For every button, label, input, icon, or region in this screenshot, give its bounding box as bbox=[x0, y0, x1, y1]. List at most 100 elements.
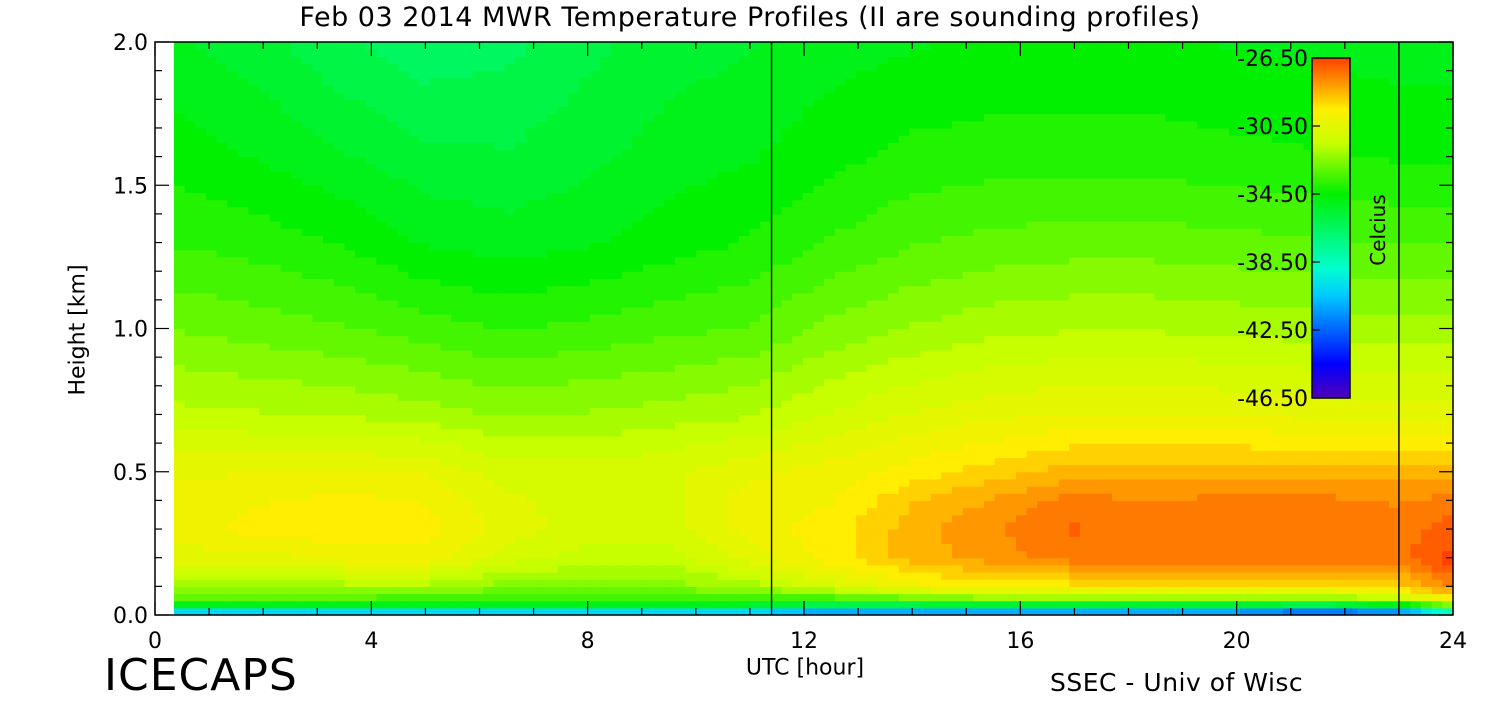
heatmap-cell bbox=[344, 242, 356, 251]
heatmap-cell bbox=[664, 156, 676, 165]
heatmap-cell bbox=[578, 593, 591, 602]
heatmap-cell bbox=[621, 328, 633, 337]
heatmap-cell bbox=[195, 407, 207, 416]
heatmap-cell bbox=[792, 450, 804, 459]
heatmap-cell bbox=[749, 564, 761, 573]
heatmap-cell bbox=[664, 271, 676, 279]
heatmap-cell bbox=[323, 49, 335, 57]
heatmap-cell bbox=[589, 77, 601, 86]
heatmap-cell bbox=[195, 392, 207, 401]
heatmap-cell bbox=[600, 435, 612, 444]
heatmap-cell bbox=[184, 464, 196, 473]
heatmap-cell bbox=[355, 500, 367, 509]
heatmap-cell bbox=[195, 49, 207, 57]
heatmap-cell bbox=[227, 407, 239, 416]
heatmap-cell bbox=[269, 278, 282, 287]
heatmap-cell bbox=[546, 443, 559, 451]
heatmap-cell bbox=[333, 371, 346, 380]
heatmap-cell bbox=[195, 443, 207, 451]
heatmap-cell bbox=[195, 42, 207, 50]
heatmap-cell bbox=[227, 170, 239, 179]
heatmap-cell bbox=[557, 206, 569, 215]
heatmap-cell bbox=[536, 607, 548, 615]
heatmap-cell bbox=[621, 593, 633, 602]
heatmap-cell bbox=[696, 550, 708, 559]
heatmap-cell bbox=[472, 113, 484, 122]
heatmap-cell bbox=[429, 529, 441, 537]
heatmap-cell bbox=[397, 56, 410, 65]
heatmap-cell bbox=[184, 478, 196, 487]
heatmap-cell bbox=[280, 378, 292, 387]
heatmap-cell bbox=[824, 70, 836, 79]
heatmap-cell bbox=[440, 514, 452, 523]
heatmap-cell bbox=[568, 307, 580, 315]
heatmap-cell bbox=[173, 564, 186, 573]
heatmap-cell bbox=[515, 407, 527, 416]
heatmap-cell bbox=[696, 486, 708, 494]
heatmap-cell bbox=[280, 392, 292, 401]
heatmap-cell bbox=[355, 299, 367, 308]
heatmap-cell bbox=[770, 557, 783, 566]
heatmap-cell bbox=[515, 550, 527, 559]
heatmap-cell bbox=[792, 278, 804, 287]
heatmap-cell bbox=[365, 235, 378, 244]
heatmap-cell bbox=[738, 163, 751, 172]
heatmap-cell bbox=[312, 307, 324, 315]
heatmap-cell bbox=[685, 84, 697, 93]
heatmap-cell bbox=[546, 127, 559, 136]
heatmap-cell bbox=[195, 63, 207, 72]
heatmap-cell bbox=[600, 392, 612, 401]
heatmap-cell bbox=[525, 49, 537, 57]
heatmap-cell bbox=[621, 142, 633, 151]
heatmap-cell bbox=[792, 607, 804, 615]
heatmap-cell bbox=[248, 84, 260, 93]
heatmap-cell bbox=[728, 299, 740, 308]
heatmap-cell bbox=[397, 156, 410, 165]
heatmap-cell bbox=[237, 113, 250, 122]
heatmap-cell bbox=[440, 507, 452, 516]
heatmap-cell bbox=[653, 564, 665, 573]
heatmap-cell bbox=[674, 385, 687, 394]
heatmap-cell bbox=[195, 536, 207, 544]
heatmap-cell bbox=[216, 70, 228, 79]
heatmap-cell bbox=[781, 49, 793, 57]
heatmap-cell bbox=[195, 271, 207, 279]
heatmap-cell bbox=[717, 586, 729, 595]
heatmap-cell bbox=[248, 507, 260, 516]
heatmap-cell bbox=[578, 400, 591, 408]
heatmap-cell bbox=[600, 285, 612, 294]
heatmap-cell bbox=[237, 557, 250, 566]
heatmap-cell bbox=[578, 106, 591, 115]
heatmap-cell bbox=[237, 106, 250, 115]
heatmap-cell bbox=[451, 192, 463, 201]
heatmap-cell bbox=[578, 56, 591, 65]
heatmap-cell bbox=[419, 299, 431, 308]
heatmap-cell bbox=[600, 120, 612, 129]
heatmap-cell bbox=[440, 213, 452, 222]
heatmap-cell bbox=[291, 529, 303, 537]
heatmap-cell bbox=[483, 127, 495, 136]
heatmap-cell bbox=[333, 385, 346, 394]
heatmap-cell bbox=[184, 285, 196, 294]
heatmap-cell bbox=[205, 536, 218, 544]
heatmap-cell bbox=[770, 579, 783, 587]
heatmap-cell bbox=[792, 120, 804, 129]
heatmap-cell bbox=[621, 371, 633, 380]
heatmap-cell bbox=[546, 156, 559, 165]
heatmap-cell bbox=[205, 414, 218, 423]
heatmap-cell bbox=[738, 500, 751, 509]
heatmap-cell bbox=[461, 385, 473, 394]
heatmap-cell bbox=[451, 543, 463, 552]
heatmap-cell bbox=[792, 600, 804, 609]
heatmap-cell bbox=[770, 428, 783, 437]
heatmap-cell bbox=[333, 70, 346, 79]
heatmap-cell bbox=[504, 328, 516, 337]
heatmap-cell bbox=[248, 593, 260, 602]
heatmap-cell bbox=[333, 199, 346, 208]
heatmap-cell bbox=[642, 507, 655, 516]
heatmap-cell bbox=[216, 378, 228, 387]
heatmap-cell bbox=[259, 507, 271, 516]
heatmap-cell bbox=[248, 464, 260, 473]
heatmap-cell bbox=[333, 579, 346, 587]
heatmap-cell bbox=[173, 307, 186, 315]
